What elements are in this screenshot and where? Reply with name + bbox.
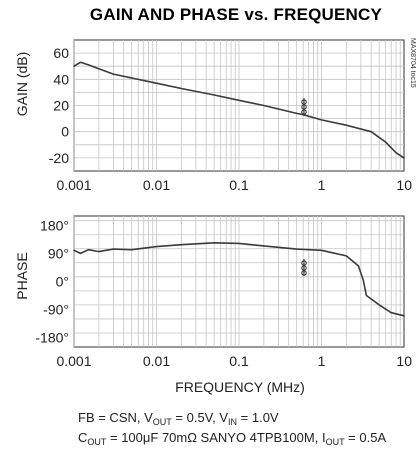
phase-y-tick-label: -180° [35,330,69,346]
phase-y-tick-label: 180° [40,217,69,233]
gain-y-tick-label: 0 [61,124,69,140]
phase-y-tick-label: 0° [56,274,69,290]
phase-x-tick-label: 0.1 [229,353,249,369]
gain-grid [73,40,404,171]
document-id: MAX8704 toc15 [409,38,416,88]
gain-x-tick-label: 0.1 [229,177,249,193]
gain-y-tick-label: 60 [53,45,69,61]
gain-y-axis-label: GAIN (dB) [14,52,30,117]
x-axis-label: FREQUENCY (MHz) [175,379,305,395]
phase-x-tick-label: 0.001 [56,353,91,369]
gain-y-tick-label: 40 [53,71,69,87]
phase-y-tick-label: -90° [43,302,69,318]
gain-panel: 60 40 20 0 -20 0.001 0.01 0.1 1 10 GAIN (dB) [14,39,412,193]
phase-y-tick-label: 90° [48,245,69,261]
phase-x-tick-labels: 0.001 0.01 0.1 1 10 [56,353,412,369]
note-line-1: FB = CSN, VOUT = 0.5V, VIN = 1.0V [78,410,279,427]
phase-x-tick-label: 10 [396,353,412,369]
gain-x-tick-label: 0.01 [143,177,170,193]
gain-x-tick-label: 1 [318,177,326,193]
phase-curve [73,242,405,317]
gain-crossover-marker [301,98,307,116]
chart-title: GAIN AND PHASE vs. FREQUENCY [90,5,383,24]
phase-y-tick-labels: 180° 90° 0° -90° -180° [35,217,69,345]
phase-x-tick-label: 0.01 [143,353,170,369]
gain-x-tick-labels: 0.001 0.01 0.1 1 10 [56,177,412,193]
gain-y-tick-labels: 60 40 20 0 -20 [49,45,69,166]
phase-x-tick-label: 1 [318,353,326,369]
gain-y-tick-label: -20 [49,150,69,166]
phase-panel: 180° 90° 0° -90° -180° 0.001 0.01 0.1 1 10 PHASE… [14,215,412,395]
gain-x-tick-label: 10 [396,177,412,193]
test-conditions: FB = CSN, VOUT = 0.5V, VIN = 1.0V COUT =… [78,410,386,447]
phase-y-axis-label: PHASE [14,252,30,299]
gain-x-tick-label: 0.001 [56,177,91,193]
phase-crossover-marker [301,259,307,276]
gain-curve [73,61,405,159]
note-line-2: COUT = 100μF 70mΩ SANYO 4TPB100M, IOUT =… [78,430,386,447]
phase-grid [73,216,404,347]
gain-y-tick-label: 20 [53,98,69,114]
